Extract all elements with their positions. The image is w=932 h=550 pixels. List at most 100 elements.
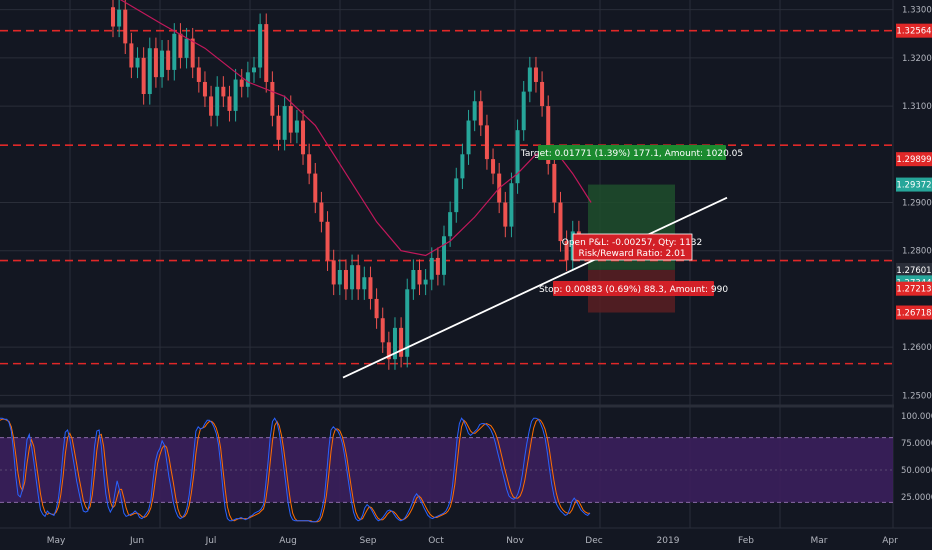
price-label-box [896,152,932,167]
time-tick-label: Nov [506,536,524,546]
candle-body [343,270,348,290]
candle-body [172,33,177,70]
time-tick-label: May [47,536,66,546]
candle-body [319,202,324,222]
candle-body [356,265,361,290]
price-axis[interactable]: 1.33000 1.32000 1.31000 1.29000 1.28000 1.260… [894,0,932,528]
stochastic-tick-label: 75.0000 [901,439,932,449]
candle-body [270,81,275,116]
candle-body [392,327,397,360]
candlestick-series [111,0,587,370]
candle-body [233,79,238,111]
time-tick-label: Aug [279,536,297,546]
candle-body [540,81,545,107]
candle-body [331,260,336,285]
pnl-box [572,233,693,261]
candle-body [411,270,416,290]
time-tick-label: Dec [585,536,602,546]
candle-body [294,120,299,133]
price-tick-label: 1.33000 [902,6,932,16]
price-label: 1.29899 [896,155,931,165]
time-tick-label: Jul [205,536,217,546]
time-tick-label: Apr [882,536,898,546]
candle-body [374,298,379,319]
price-label-box [896,281,932,296]
candle-body [117,9,122,27]
time-tick-label: Mar [811,536,828,546]
price-tick-label: 1.31000 [902,102,932,112]
candle-body [484,125,489,160]
candle-body [178,33,183,58]
stochastic-tick-label: 100.0000 [901,412,932,422]
price-label-box [896,262,932,277]
price-tick-label: 1.25000 [902,391,932,401]
stop-label-box [553,281,714,296]
stop-label: Stop: 0.00883 (0.69%) 88.3, Amount: 990 [539,285,728,295]
candle-body [491,159,496,174]
price-label-box [896,23,932,38]
stochastic-pane [0,417,893,523]
price-label: 1.27213 [896,285,931,295]
candle-body [221,86,226,97]
candle-body [564,241,569,261]
price-tick-label: 1.29000 [902,199,932,209]
candle-body [209,96,214,116]
candle-body [442,236,447,275]
time-axis-bg [0,528,932,550]
risk-reward-label: Risk/Reward Ratio: 2.01 [578,249,685,259]
candle-body [307,154,312,174]
candle-body [429,257,434,280]
candle-body [337,270,342,285]
candle-body [251,67,256,73]
stochastic-k-line [0,417,591,523]
trendline-group[interactable] [342,196,728,379]
price-tick-label: 1.32000 [902,54,932,64]
candle-body [368,277,373,299]
candle-body [215,86,220,116]
candle-body [460,154,465,179]
price-label: 1.32564 [896,27,931,37]
trendline[interactable] [342,196,728,379]
candle-body [325,221,330,261]
candle-body [282,106,287,140]
candle-body [515,130,520,184]
stochastic-tick-label: 50.0000 [901,466,932,476]
candle-body [478,101,483,126]
pnl-label: Open P&L: -0.00257, Qty: 1132 [562,238,703,248]
time-tick-label: Jun [129,536,144,546]
candle-body [503,202,508,227]
candle-body [386,342,391,360]
position-labels: Target: 0.01771 (1.39%) 177.1, Amount: 1… [520,145,743,296]
candle-body [527,67,532,92]
candle-body [435,257,440,275]
stochastic-tick-label: 25.0000 [901,493,932,503]
candle-body [196,67,201,82]
candle-body [558,202,563,242]
candle-body [129,43,134,68]
candle-body [258,24,263,68]
price-label: 1.26718 [896,309,931,319]
time-tick-label: Oct [428,536,444,546]
time-axis[interactable]: May Jun Jul Aug Sep Oct Nov Dec 2019 Feb Mar Apr [0,527,932,550]
time-tick-label: Feb [738,536,754,546]
time-tick-label: Sep [360,536,377,546]
candle-body [521,91,526,131]
price-label-box [896,177,932,192]
candle-body [153,48,158,78]
candle-body [190,38,195,68]
candle-body [423,279,428,285]
candle-body [454,178,459,213]
candle-body [448,212,453,237]
candle-body [111,7,115,27]
target-label-box [538,145,726,160]
candle-body [227,96,232,111]
candle-body [417,270,422,285]
candle-body [301,120,306,155]
price-tick-label: 1.26000 [902,343,932,353]
candle-body [239,79,244,87]
price-label: 1.27601 [896,266,931,276]
candle-body [509,183,514,227]
candle-body [135,57,140,68]
candle-body [160,50,165,78]
